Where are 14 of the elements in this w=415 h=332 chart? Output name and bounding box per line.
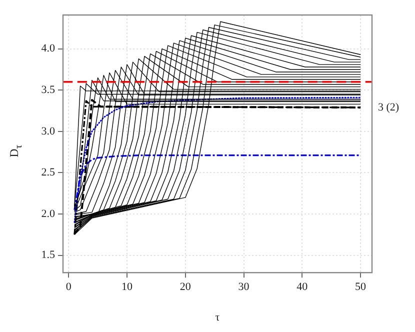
x-tick-label: 20: [180, 281, 192, 294]
y-tick-label: 1.5: [41, 249, 56, 262]
y-tick-label: 3.5: [41, 84, 56, 96]
y-tick-label: 4.0: [41, 42, 56, 55]
x-tick-label: 0: [66, 281, 72, 294]
text: 3 (2): [378, 101, 400, 114]
x-tick-label: 10: [121, 281, 133, 294]
y-tick-label: 2.5: [41, 166, 56, 179]
x-tick-label: 40: [296, 281, 308, 294]
x-axis-title: τ: [215, 311, 220, 324]
y-tick-label: 2.0: [41, 208, 56, 220]
x-tick-label: 50: [355, 281, 367, 294]
y-tick-label: 3.0: [41, 125, 56, 138]
x-tick-label: 30: [238, 281, 250, 294]
